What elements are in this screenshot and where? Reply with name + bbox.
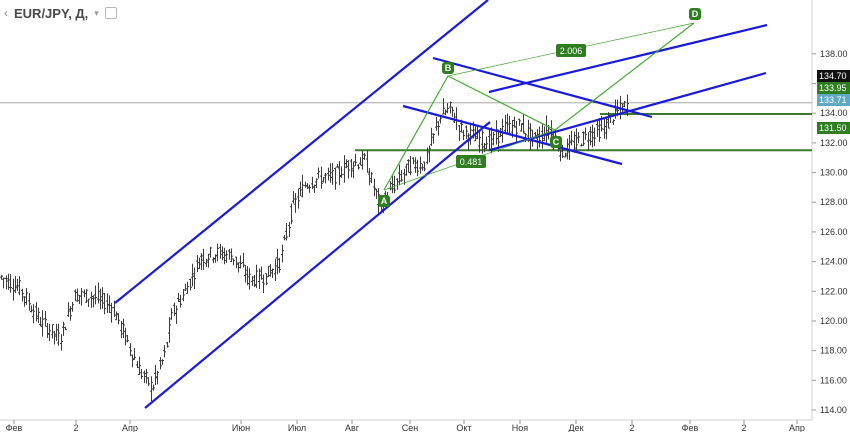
point-d-marker (689, 8, 701, 20)
wedge-lower-line (402, 104, 623, 166)
y-tick-label: 120.00 (820, 316, 848, 326)
wedge-upper-line (432, 56, 653, 119)
ratio-label: 0.481 (460, 157, 483, 167)
ratio-label: 2.006 (560, 46, 583, 56)
y-tick-label: 126.00 (820, 227, 848, 237)
x-tick-label: Авг (345, 423, 360, 432)
symbol-title[interactable]: EUR/JPY, Д, (14, 5, 89, 21)
x-tick-label: 2 (73, 423, 78, 432)
point-c-marker (550, 136, 562, 148)
y-tick-label: 138.00 (820, 49, 848, 59)
ratio-box (556, 44, 586, 57)
point-c-label: C (553, 137, 560, 147)
x-tick-label: Фев (682, 423, 699, 432)
abcd-pattern-line (383, 22, 695, 191)
x-tick-label: Июн (232, 423, 250, 432)
x-tick-label: Дек (568, 423, 583, 432)
x-tick-label: 2 (629, 423, 634, 432)
x-tick-label: 2 (741, 423, 746, 432)
channel-upper-line (114, 0, 489, 304)
y-tick-label: 130.00 (820, 168, 848, 178)
chevron-left-icon[interactable]: ‹ (4, 6, 8, 20)
y-tick-label: 128.00 (820, 197, 848, 207)
caret-down-icon[interactable]: ▾ (94, 7, 99, 18)
y-tick-label: 122.00 (820, 286, 848, 296)
x-tick-label: Июл (288, 423, 306, 432)
point-b-label: B (445, 63, 452, 73)
x-tick-label: Ноя (512, 423, 529, 432)
y-tick-label: 116.00 (820, 375, 847, 385)
x-tick-label: Окт (456, 423, 471, 432)
x-tick-label: Апр (789, 423, 805, 432)
price-bars (0, 94, 629, 402)
y-tick-label: 114.00 (820, 405, 847, 415)
price-tag (817, 94, 850, 106)
square-icon[interactable] (104, 7, 117, 19)
price-tag (817, 82, 850, 94)
price-tag (817, 122, 850, 134)
point-d-label: D (692, 9, 699, 19)
x-tick-label: Апр (122, 423, 138, 432)
chart-header: ‹ EUR/JPY, Д, ▾ (0, 0, 117, 26)
ratio-box (456, 155, 486, 168)
y-tick-label: 118.00 (820, 346, 847, 356)
y-tick-label: 124.00 (820, 257, 848, 267)
price-tag-label: 134.70 (819, 71, 847, 81)
price-tag-label: 133.95 (819, 83, 847, 93)
price-tag-label: 131.50 (819, 123, 847, 133)
price-tag (817, 70, 850, 82)
x-tick-label: Фев (6, 423, 23, 432)
point-a-label: A (381, 196, 388, 206)
price-tag-label: 133.71 (819, 95, 847, 105)
channel-lower-line (144, 121, 491, 409)
triangle-upper-line (488, 23, 768, 94)
x-tick-label: Сен (402, 423, 419, 432)
y-tick-label: 132.00 (820, 138, 848, 148)
y-tick-label: 134.00 (820, 108, 848, 118)
point-a-marker (378, 195, 390, 207)
triangle-lower-line (489, 71, 767, 152)
point-b-marker (442, 62, 454, 74)
